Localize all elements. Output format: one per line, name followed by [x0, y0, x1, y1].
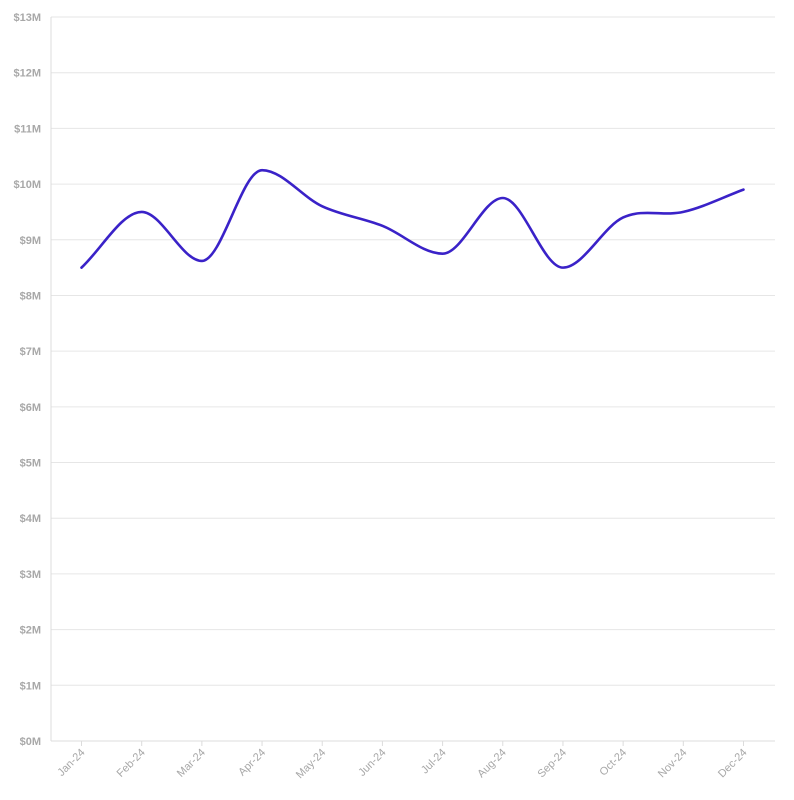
y-tick-label: $4M	[20, 513, 41, 525]
y-axis: $0M $1M $2M $3M $4M $5M $6M $7M $8M $9M $10M $11M $1…	[13, 12, 52, 748]
x-axis: Jan-24 Feb-24 Mar-24 Apr-24 May-24 Jun-24 Jul-…	[55, 741, 750, 781]
y-tick-label: $7M	[20, 346, 41, 358]
series-layer	[80, 168, 745, 269]
x-tick-label: Jan-24	[55, 747, 87, 779]
y-tick-label: $3M	[20, 569, 41, 581]
y-tick-label: $10M	[13, 179, 41, 191]
x-tick-label: Aug-24	[475, 747, 509, 781]
y-tick-label: $9M	[20, 235, 41, 247]
y-tick-label: $12M	[13, 68, 41, 80]
y-tick-label: $6M	[20, 402, 41, 414]
y-tick-label: $11M	[14, 123, 41, 135]
y-tick-label: $1M	[20, 680, 41, 692]
x-tick-label: Mar-24	[175, 747, 208, 780]
x-tick-label: Feb-24	[115, 747, 148, 780]
x-tick-label: Jun-24	[356, 747, 388, 779]
x-tick-label: Nov-24	[656, 747, 690, 781]
series-line	[80, 168, 745, 269]
x-tick-label: Apr-24	[236, 747, 268, 779]
y-tick-label: $5M	[20, 458, 41, 470]
y-tick-label: $2M	[20, 625, 41, 637]
y-tick-label: $0M	[20, 736, 41, 748]
x-tick-label: Dec-24	[716, 747, 750, 781]
x-tick-label: Jul-24	[419, 747, 449, 777]
x-tick-label: Sep-24	[535, 747, 569, 781]
y-tick-label: $8M	[20, 290, 41, 302]
grid-lines	[51, 16, 775, 742]
x-tick-label: Oct-24	[597, 747, 629, 779]
x-tick-label: May-24	[294, 747, 328, 781]
y-tick-label: $13M	[13, 12, 41, 24]
